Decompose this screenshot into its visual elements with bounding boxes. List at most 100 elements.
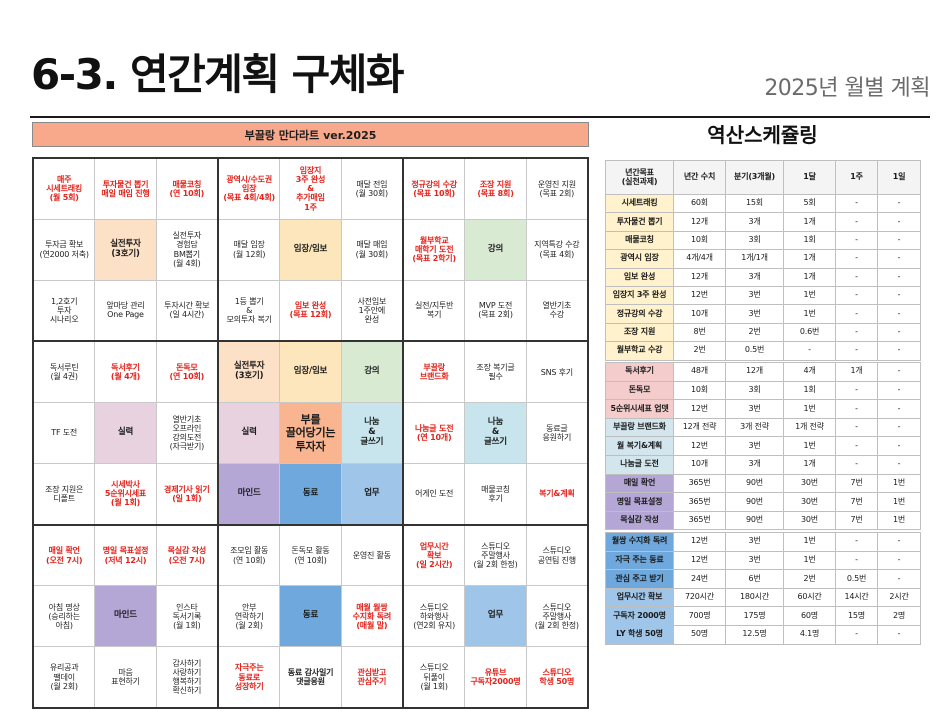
schedule-header-row: 년간목표 (실천과제) 년간 수치 분기(3개월) 1달 1주 1일 [605, 160, 921, 195]
schedule-cell-annual: 12번 [673, 532, 726, 552]
mandalart-cell: 스튜디오 학생 50명 [526, 647, 587, 707]
schedule-cell-quarter: 3번 [725, 532, 784, 552]
mandalart-cell: 매주 시세트래킹 (월 5회) [34, 159, 95, 219]
schedule-cell-day: - [877, 569, 921, 589]
schedule-cell-quarter: 3번 [725, 399, 784, 419]
schedule-cell-week: - [835, 380, 878, 401]
schedule-row: 업무시간 확보 720시간 180시간 60시간 14시간 2시간 [605, 587, 921, 608]
schedule-cell-annual: 60회 [673, 193, 726, 214]
mandalart-block-skill: 독서루틴 (월 4권) 독서후기 (월 4개) 돈독모 (연 10회) TF 도… [33, 341, 218, 525]
mandalart-cell: 스튜디오 공연팀 진행 [526, 525, 587, 586]
schedule-cell-quarter: 2번 [725, 322, 784, 343]
schedule-cell-goal: 돈독모 [605, 380, 674, 401]
mandalart-cell: 조장 지원은 디폴트 [34, 463, 95, 524]
schedule-cell-goal: 구독자 2000명 [605, 606, 674, 626]
schedule-cell-annual: 365번 [673, 492, 726, 512]
schedule-cell-annual: 720시간 [673, 587, 726, 608]
schedule-cell-month: 1회 [783, 230, 836, 251]
schedule-cell-day: 1번 [877, 473, 921, 494]
schedule-cell-annual: 12번 [673, 550, 726, 571]
schedule-cell-annual: 8번 [673, 322, 726, 343]
mandalart-cell: TF 도전 [34, 403, 95, 463]
schedule-cell-annual: 365번 [673, 473, 726, 494]
mandalart-cell: 운영진 활동 [341, 525, 402, 586]
mandalart-subgoal: 임장/임보 [280, 342, 341, 403]
mandalart-cell: 월부학교 매학기 도전 (목표 2학기) [404, 219, 465, 280]
schedule-cell-week: 14시간 [835, 587, 878, 608]
schedule-cell-month: 1번 [783, 550, 836, 571]
schedule-cell-quarter: 0.5번 [725, 341, 784, 361]
mandalart-cell: 조장 지원 (목표 8회) [465, 159, 526, 219]
mandalart-cell: 매물코칭 (연 10회) [156, 159, 217, 219]
schedule-row: 투자물건 뽑기 12개 3개 1개 - - [605, 212, 921, 232]
schedule-cell-week: - [835, 193, 878, 214]
schedule-cell-quarter: 1개/1개 [725, 249, 784, 269]
mandalart-subgoal: 실전투자 (3호기) [95, 219, 156, 280]
schedule-cell-day: - [877, 341, 921, 361]
schedule-cell-month: 60명 [783, 606, 836, 626]
mandalart-cell: 자극주는 동료로 성장하기 [219, 647, 280, 707]
schedule-cell-annual: 10회 [673, 380, 726, 401]
schedule-table: 월쌍 수지화 독려 12번 3번 1번 - - 자극 주는 동료 12번 3번 1번 - - 관심 주고… [605, 532, 921, 645]
mandalart-cell: 경제기사 읽기 (일 1회) [156, 463, 217, 524]
schedule-cell-goal: 투자물건 뽑기 [605, 212, 674, 232]
schedule-body: 독서후기 48개 12개 4개 1개 - 돈독모 10회 3회 1회 - -5순위시세표 업뎃 12번 3… [605, 362, 921, 531]
schedule-cell-quarter: 3번 [725, 304, 784, 324]
mandalart-subgoal: 마인드 [95, 586, 156, 647]
mandalart-cell: 매달 전임 (월 30회) [341, 159, 402, 219]
schedule-cell-quarter: 90번 [725, 473, 784, 494]
mandalart-cell: 매달 임장 (월 12회) [219, 219, 280, 280]
schedule-cell-week: - [835, 341, 878, 361]
schedule-cell-goal: 독서후기 [605, 362, 674, 382]
schedule-cell-goal: 자극 주는 동료 [605, 550, 674, 571]
mandalart-block-center: 실전투자 (3호기) 임장/임보 강의 실력 부를 끌어당기는 투자자 나눔 &… [218, 341, 403, 525]
schedule-cell-quarter: 12.5명 [725, 624, 784, 645]
schedule-cell-annual: 365번 [673, 510, 726, 531]
mandalart-cell: 독서루틴 (월 4권) [34, 342, 95, 403]
schedule-row: 월부학교 수강 2번 0.5번 - - - [605, 341, 921, 361]
schedule-cell-quarter: 175명 [725, 606, 784, 626]
mandalart-cell: 열반기초 오프라인 강의도전 (자극받기) [156, 403, 217, 463]
schedule-cell-week: - [835, 230, 878, 251]
schedule-cell-quarter: 3개 [725, 454, 784, 475]
mandalart-subgoal: 강의 [465, 219, 526, 280]
schedule-row: 조장 지원 8번 2번 0.6번 - - [605, 322, 921, 343]
schedule-cell-day: - [877, 230, 921, 251]
mandalart-cell: 임장지 3주 완성 & 추가매임 1주 [280, 159, 341, 219]
mandalart-cell: 지역특강 수강 (목표 4회) [526, 219, 587, 280]
schedule-cell-month: 1번 [783, 436, 836, 456]
mandalart-cell: 시세박사 5순위시세표 (월 1회) [95, 463, 156, 524]
mandalart-cell: 매물코칭 후기 [465, 463, 526, 524]
schedule-cell-month: 30번 [783, 473, 836, 494]
schedule-row: 월쌍 수지화 독려 12번 3번 1번 - - [605, 532, 921, 552]
mandalart-cell: 매월 월쌍 수지화 독려 (매월 말) [341, 586, 402, 647]
schedule-row: 임보 완성 12개 3개 1개 - - [605, 267, 921, 287]
schedule-cell-week: 0.5번 [835, 569, 878, 589]
schedule-row: LY 학생 50명 50명 12.5명 4.1명 - - [605, 624, 921, 645]
schedule-cell-month: 1번 [783, 532, 836, 552]
mandalart-subgoal: 동료 [280, 463, 341, 524]
schedule-row: 시세트래킹 60회 15회 5회 - - [605, 193, 921, 214]
schedule-cell-annual: 48개 [673, 362, 726, 382]
mandalart-cell: 돈독모 (연 10회) [156, 342, 217, 403]
schedule-cell-month: 1번 [783, 285, 836, 306]
schedule-cell-month: 30번 [783, 492, 836, 512]
schedule-row: 매물코칭 10회 3회 1회 - - [605, 230, 921, 251]
schedule-cell-day: - [877, 285, 921, 306]
schedule-cell-month: 0.6번 [783, 322, 836, 343]
mandalart-cell: 동료 감사일기 댓글응원 [280, 647, 341, 707]
mandalart-cell: 앞마당 관리 One Page [95, 280, 156, 341]
mandalart-cell: 스튜디오 주말행사 (월 2회 한정) [526, 586, 587, 647]
schedule-row: 돈독모 10회 3회 1회 - - [605, 380, 921, 401]
schedule-cell-goal: 명일 목표설정 [605, 492, 674, 512]
mandalart-cell: 마음 표현하기 [95, 647, 156, 707]
schedule-cell-goal: 나눔글 도전 [605, 454, 674, 475]
mandalart-block-work: 업무시간 확보 (일 2시간) 스튜디오 주말행사 (월 2회 한정) 스튜디오… [403, 524, 588, 708]
schedule-cell-month: 1개 [783, 212, 836, 232]
mandalart-cell: 사전임보 1주안에 완성 [341, 280, 402, 341]
schedule-cell-month: 1개 [783, 249, 836, 269]
schedule-cell-annual: 10회 [673, 230, 726, 251]
schedule-cell-goal: 목실감 작성 [605, 510, 674, 531]
mandalart-subgoal: 업무 [341, 463, 402, 524]
schedule-header-day: 1일 [877, 160, 921, 195]
